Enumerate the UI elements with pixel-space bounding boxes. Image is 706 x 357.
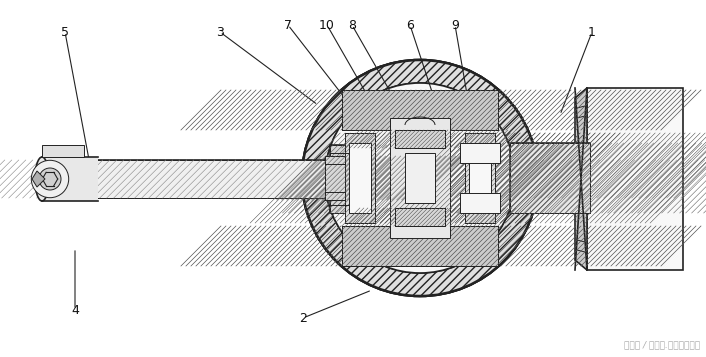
Bar [395,130,445,148]
Bar [587,88,683,270]
Circle shape [302,60,538,296]
Text: 4: 4 [71,303,79,317]
Circle shape [302,60,538,296]
Text: 9: 9 [451,19,459,31]
Bar [325,156,345,200]
Text: 8: 8 [348,19,356,31]
Bar [465,133,495,223]
Text: 3: 3 [216,25,224,39]
Text: 10: 10 [319,19,335,31]
Bar [42,145,84,157]
Bar [405,153,435,203]
Text: 头条号 / 机械公.社力机械而生: 头条号 / 机械公.社力机械而生 [624,340,700,349]
Bar [325,156,345,200]
Circle shape [325,83,515,273]
Bar [42,160,360,198]
Text: 1: 1 [588,25,596,39]
Bar [469,143,491,213]
Bar [460,143,500,163]
Bar [465,133,495,223]
Bar [330,145,355,213]
Bar [395,208,445,226]
Bar [510,143,590,213]
Bar [390,118,450,238]
Circle shape [325,83,515,273]
Bar [342,226,498,266]
Text: 6: 6 [406,19,414,31]
Bar [460,193,500,213]
Bar [395,130,445,148]
Circle shape [302,60,538,296]
Polygon shape [32,171,45,187]
Bar [345,133,375,223]
Bar [342,226,498,266]
Bar [330,145,355,213]
Circle shape [39,168,61,190]
Bar [42,160,360,198]
Bar [42,157,98,201]
Text: 2: 2 [299,312,307,325]
Bar [510,143,590,213]
Bar [395,208,445,226]
Bar [342,90,498,130]
Text: 5: 5 [61,25,69,39]
Bar [345,133,375,223]
Text: 7: 7 [284,19,292,31]
Bar [349,143,371,213]
Ellipse shape [35,157,49,201]
Polygon shape [575,88,587,270]
Circle shape [31,160,68,198]
Bar [342,90,498,130]
